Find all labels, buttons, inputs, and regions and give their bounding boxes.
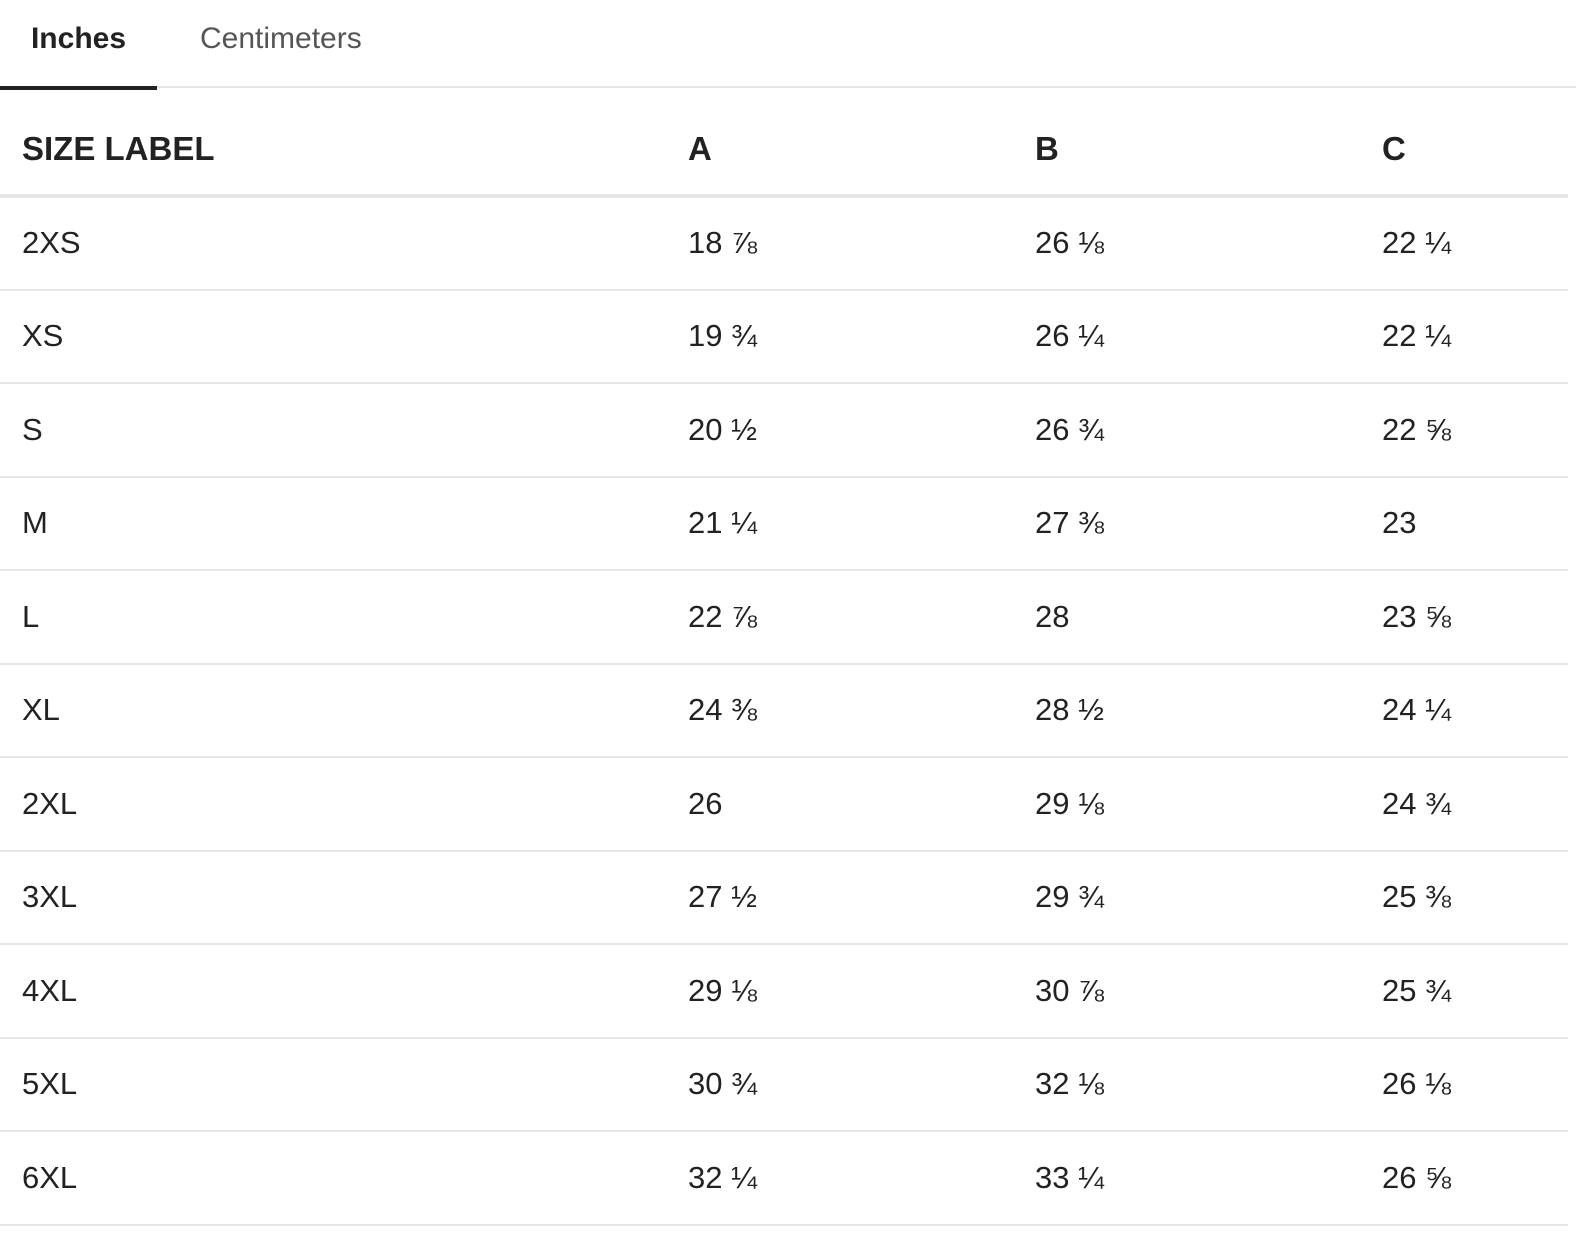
measure-b-cell: 26 ⅛ <box>1013 196 1360 291</box>
size-label-cell: M <box>0 476 666 571</box>
table-row: 6XL 32 ¼ 33 ¼ 26 ⅝ <box>0 1131 1568 1226</box>
measure-c-cell: 24 ¾ <box>1360 757 1568 852</box>
table-row: 4XL 29 ⅛ 30 ⅞ 25 ¾ <box>0 944 1568 1039</box>
size-label-cell: 4XL <box>0 944 666 1039</box>
measure-a-cell: 30 ¾ <box>666 1037 1013 1132</box>
tab-inches[interactable]: Inches <box>0 0 157 90</box>
size-label-cell: 2XS <box>0 196 666 291</box>
measure-b-cell: 28 <box>1013 570 1360 665</box>
measure-b-cell: 29 ⅛ <box>1013 757 1360 852</box>
measure-b-cell: 26 ¼ <box>1013 289 1360 384</box>
size-label-cell: XL <box>0 663 666 758</box>
table-row: M 21 ¼ 27 ⅜ 23 <box>0 476 1568 571</box>
unit-tabs: Inches Centimeters <box>0 0 1576 90</box>
table-row: S 20 ½ 26 ¾ 22 ⅝ <box>0 383 1568 478</box>
measure-c-cell: 25 ¾ <box>1360 944 1568 1039</box>
measure-a-cell: 29 ⅛ <box>666 944 1013 1039</box>
header-c: C <box>1360 103 1568 198</box>
size-label-cell: S <box>0 383 666 478</box>
size-chart-table: SIZE LABEL A B C 2XS 18 ⅞ 26 ⅛ 22 ¼ XS 1… <box>0 103 1568 1226</box>
measure-a-cell: 32 ¼ <box>666 1131 1013 1226</box>
tab-centimeters[interactable]: Centimeters <box>200 22 362 55</box>
table-row: 3XL 27 ½ 29 ¾ 25 ⅜ <box>0 850 1568 945</box>
measure-c-cell: 22 ¼ <box>1360 289 1568 384</box>
size-label-cell: L <box>0 570 666 665</box>
table-header-row: SIZE LABEL A B C <box>0 103 1568 198</box>
measure-c-cell: 25 ⅜ <box>1360 850 1568 945</box>
table-row: 2XS 18 ⅞ 26 ⅛ 22 ¼ <box>0 196 1568 291</box>
table-row: 2XL 26 29 ⅛ 24 ¾ <box>0 757 1568 852</box>
measure-a-cell: 22 ⅞ <box>666 570 1013 665</box>
size-label-cell: 2XL <box>0 757 666 852</box>
table-row: 5XL 30 ¾ 32 ⅛ 26 ⅛ <box>0 1037 1568 1132</box>
measure-a-cell: 19 ¾ <box>666 289 1013 384</box>
measure-b-cell: 27 ⅜ <box>1013 476 1360 571</box>
measure-a-cell: 27 ½ <box>666 850 1013 945</box>
measure-b-cell: 32 ⅛ <box>1013 1037 1360 1132</box>
measure-c-cell: 26 ⅛ <box>1360 1037 1568 1132</box>
measure-c-cell: 26 ⅝ <box>1360 1131 1568 1226</box>
measure-b-cell: 29 ¾ <box>1013 850 1360 945</box>
table-row: XL 24 ⅜ 28 ½ 24 ¼ <box>0 663 1568 758</box>
measure-a-cell: 26 <box>666 757 1013 852</box>
table-row: L 22 ⅞ 28 23 ⅝ <box>0 570 1568 665</box>
measure-b-cell: 30 ⅞ <box>1013 944 1360 1039</box>
size-label-cell: 3XL <box>0 850 666 945</box>
measure-c-cell: 23 ⅝ <box>1360 570 1568 665</box>
measure-b-cell: 33 ¼ <box>1013 1131 1360 1226</box>
header-size-label: SIZE LABEL <box>0 103 666 198</box>
header-a: A <box>666 103 1013 198</box>
measure-c-cell: 24 ¼ <box>1360 663 1568 758</box>
measure-c-cell: 22 ⅝ <box>1360 383 1568 478</box>
measure-a-cell: 20 ½ <box>666 383 1013 478</box>
measure-c-cell: 22 ¼ <box>1360 196 1568 291</box>
size-label-cell: 5XL <box>0 1037 666 1132</box>
measure-a-cell: 24 ⅜ <box>666 663 1013 758</box>
measure-a-cell: 21 ¼ <box>666 476 1013 571</box>
measure-b-cell: 26 ¾ <box>1013 383 1360 478</box>
header-b: B <box>1013 103 1360 198</box>
measure-c-cell: 23 <box>1360 476 1568 571</box>
size-label-cell: 6XL <box>0 1131 666 1226</box>
size-label-cell: XS <box>0 289 666 384</box>
measure-a-cell: 18 ⅞ <box>666 196 1013 291</box>
table-row: XS 19 ¾ 26 ¼ 22 ¼ <box>0 289 1568 384</box>
measure-b-cell: 28 ½ <box>1013 663 1360 758</box>
